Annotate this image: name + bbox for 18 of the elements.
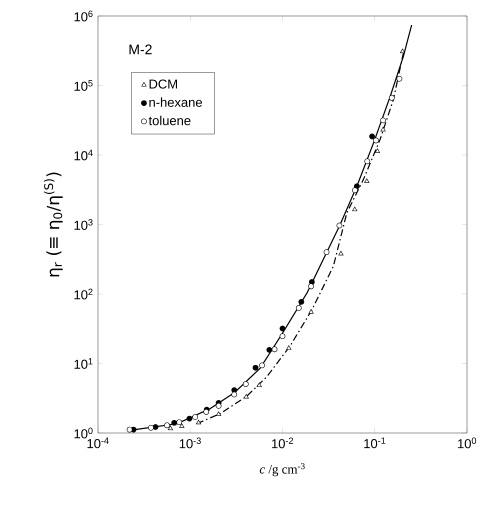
legend-label: n-hexane (149, 97, 202, 107)
y-tick-label: 10$^{2}$ (74, 288, 93, 300)
legend-label: toluene (148, 116, 190, 126)
legend-label: DCM (150, 79, 177, 89)
y-tick-label: 10$^{5}$ (74, 80, 93, 91)
annotation: M-2 (129, 44, 152, 54)
x-tick-label: 10$^{-2}$ (272, 438, 294, 448)
x-axis-title: c /g cm$^{-3}$ (260, 463, 305, 476)
x-tick-label: 10$^{-4}$ (87, 438, 109, 448)
y-tick-label: 10$^{0}$ (74, 428, 93, 438)
x-tick-label: 10$^{-1}$ (364, 438, 386, 448)
y-tick-label: 10$^{3}$ (74, 219, 93, 230)
y-tick-label: 10$^{6}$ (74, 10, 93, 22)
y-tick-label: 10$^{4}$ (74, 150, 93, 160)
x-tick-label: 10$^{-3}$ (180, 438, 201, 448)
x-tick-label: 10$^{0}$ (458, 438, 476, 448)
y-axis-title: η$_{r}$ (≡ η$_{0}$/η$^{(S)}$) (44, 172, 63, 276)
y-tick-label: 10$^{1}$ (74, 358, 93, 369)
